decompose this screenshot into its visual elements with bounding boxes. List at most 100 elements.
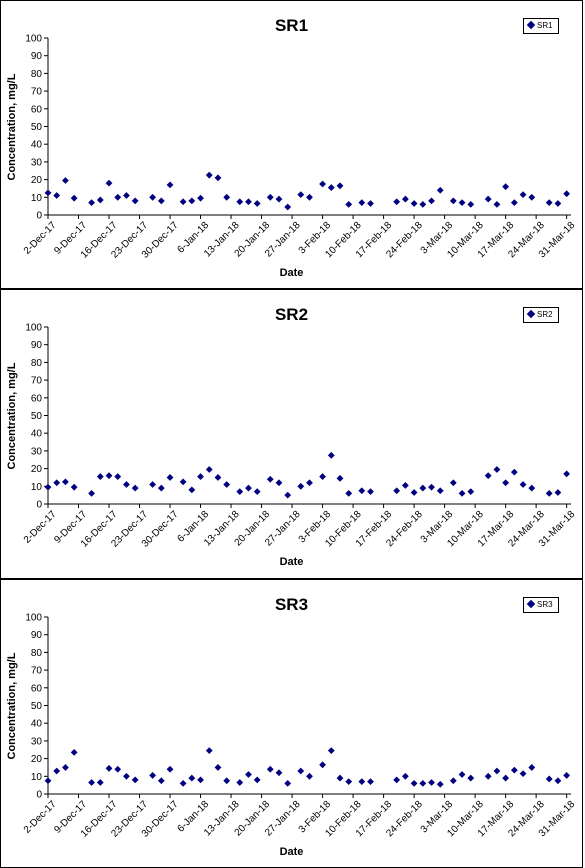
data-point xyxy=(284,491,292,499)
y-tick-label: 100 xyxy=(25,613,42,624)
data-point xyxy=(197,194,204,202)
data-point xyxy=(284,779,292,787)
plot-area-sr2: 01020304050607080901002-Dec-179-Dec-1716… xyxy=(22,323,578,550)
data-point xyxy=(510,468,518,476)
data-point xyxy=(493,466,501,473)
data-point xyxy=(319,180,326,188)
y-axis-label: Concentration, mg/L xyxy=(6,362,18,469)
y-tick-label: 20 xyxy=(31,175,43,186)
y-tick-label: 0 xyxy=(36,790,42,801)
y-tick-label: 10 xyxy=(31,482,43,493)
chart-title: SR1 xyxy=(274,16,309,35)
data-point xyxy=(419,200,427,208)
data-point xyxy=(188,486,196,494)
legend: SR3 xyxy=(523,597,559,613)
data-point xyxy=(44,483,52,491)
data-point xyxy=(336,182,344,190)
data-point xyxy=(114,473,122,480)
data-point xyxy=(70,483,78,491)
data-point xyxy=(449,479,457,487)
data-point xyxy=(327,747,335,755)
data-point xyxy=(467,774,475,782)
legend-label: SR2 xyxy=(537,310,553,319)
data-point xyxy=(401,195,409,203)
data-point xyxy=(449,197,457,205)
data-point xyxy=(53,192,61,199)
data-point xyxy=(327,184,335,191)
data-point xyxy=(114,193,122,201)
data-point xyxy=(214,474,222,481)
data-point xyxy=(428,779,435,786)
data-point xyxy=(205,747,213,755)
data-point xyxy=(62,478,69,486)
legend-marker-icon xyxy=(526,599,536,609)
data-point xyxy=(545,489,553,497)
data-point xyxy=(62,764,69,771)
y-tick-label: 80 xyxy=(31,358,43,369)
data-point xyxy=(449,777,457,785)
data-point xyxy=(223,777,231,785)
y-tick-label: 30 xyxy=(31,446,43,457)
data-point xyxy=(563,772,571,779)
data-point xyxy=(358,199,366,207)
data-point xyxy=(319,761,326,769)
data-point xyxy=(502,774,510,782)
x-axis-label: Date xyxy=(279,846,304,858)
data-point xyxy=(166,765,174,773)
data-point xyxy=(358,778,366,786)
data-point xyxy=(484,195,492,203)
data-point xyxy=(88,489,95,497)
data-point xyxy=(428,197,435,205)
data-point xyxy=(358,487,366,495)
data-point xyxy=(367,488,374,496)
y-tick-label: 30 xyxy=(31,736,43,747)
data-point xyxy=(467,488,475,496)
data-point xyxy=(458,199,466,207)
data-point xyxy=(436,780,444,788)
data-point xyxy=(336,774,344,782)
y-axis-label: Concentration, mg/L xyxy=(6,652,18,759)
data-point xyxy=(88,779,95,786)
data-point xyxy=(88,199,95,207)
data-point xyxy=(306,772,313,780)
data-point xyxy=(563,190,571,198)
y-tick-label: 50 xyxy=(31,701,43,712)
data-point xyxy=(428,483,435,491)
data-point xyxy=(53,479,61,487)
data-point xyxy=(419,779,427,787)
data-point xyxy=(236,488,244,496)
data-point xyxy=(502,479,510,487)
data-point xyxy=(62,177,69,184)
chart-panel-sr3: 0 10 20 30 40 50 60 70 80 90 100 2-Dec-17 9-Dec-17 16… xyxy=(0,579,583,868)
data-point xyxy=(367,778,374,786)
plot-area-sr1: 01020304050607080901002-Dec-179-Dec-1716… xyxy=(22,34,578,261)
data-point xyxy=(493,767,501,775)
data-point xyxy=(563,470,571,478)
data-point xyxy=(410,200,418,207)
data-point xyxy=(528,484,536,492)
data-point xyxy=(253,200,261,207)
data-point xyxy=(53,767,61,775)
data-point xyxy=(436,186,444,194)
chart-title: SR3 xyxy=(274,595,309,614)
y-tick-label: 0 xyxy=(36,500,42,511)
data-point xyxy=(114,765,122,773)
data-point xyxy=(502,183,510,191)
data-point xyxy=(410,779,418,787)
data-point xyxy=(275,195,283,203)
data-point xyxy=(253,776,261,784)
data-point xyxy=(306,479,313,487)
data-point xyxy=(70,749,78,756)
data-point xyxy=(393,198,401,206)
data-point xyxy=(401,482,409,489)
data-point xyxy=(131,197,139,205)
y-tick-label: 50 xyxy=(31,411,43,422)
data-point xyxy=(266,475,274,483)
data-point xyxy=(493,200,501,208)
data-point xyxy=(197,776,204,784)
y-tick-label: 40 xyxy=(31,140,43,151)
data-point xyxy=(205,466,213,473)
data-point xyxy=(519,481,527,488)
y-tick-label: 80 xyxy=(31,648,43,659)
data-point xyxy=(319,473,326,480)
